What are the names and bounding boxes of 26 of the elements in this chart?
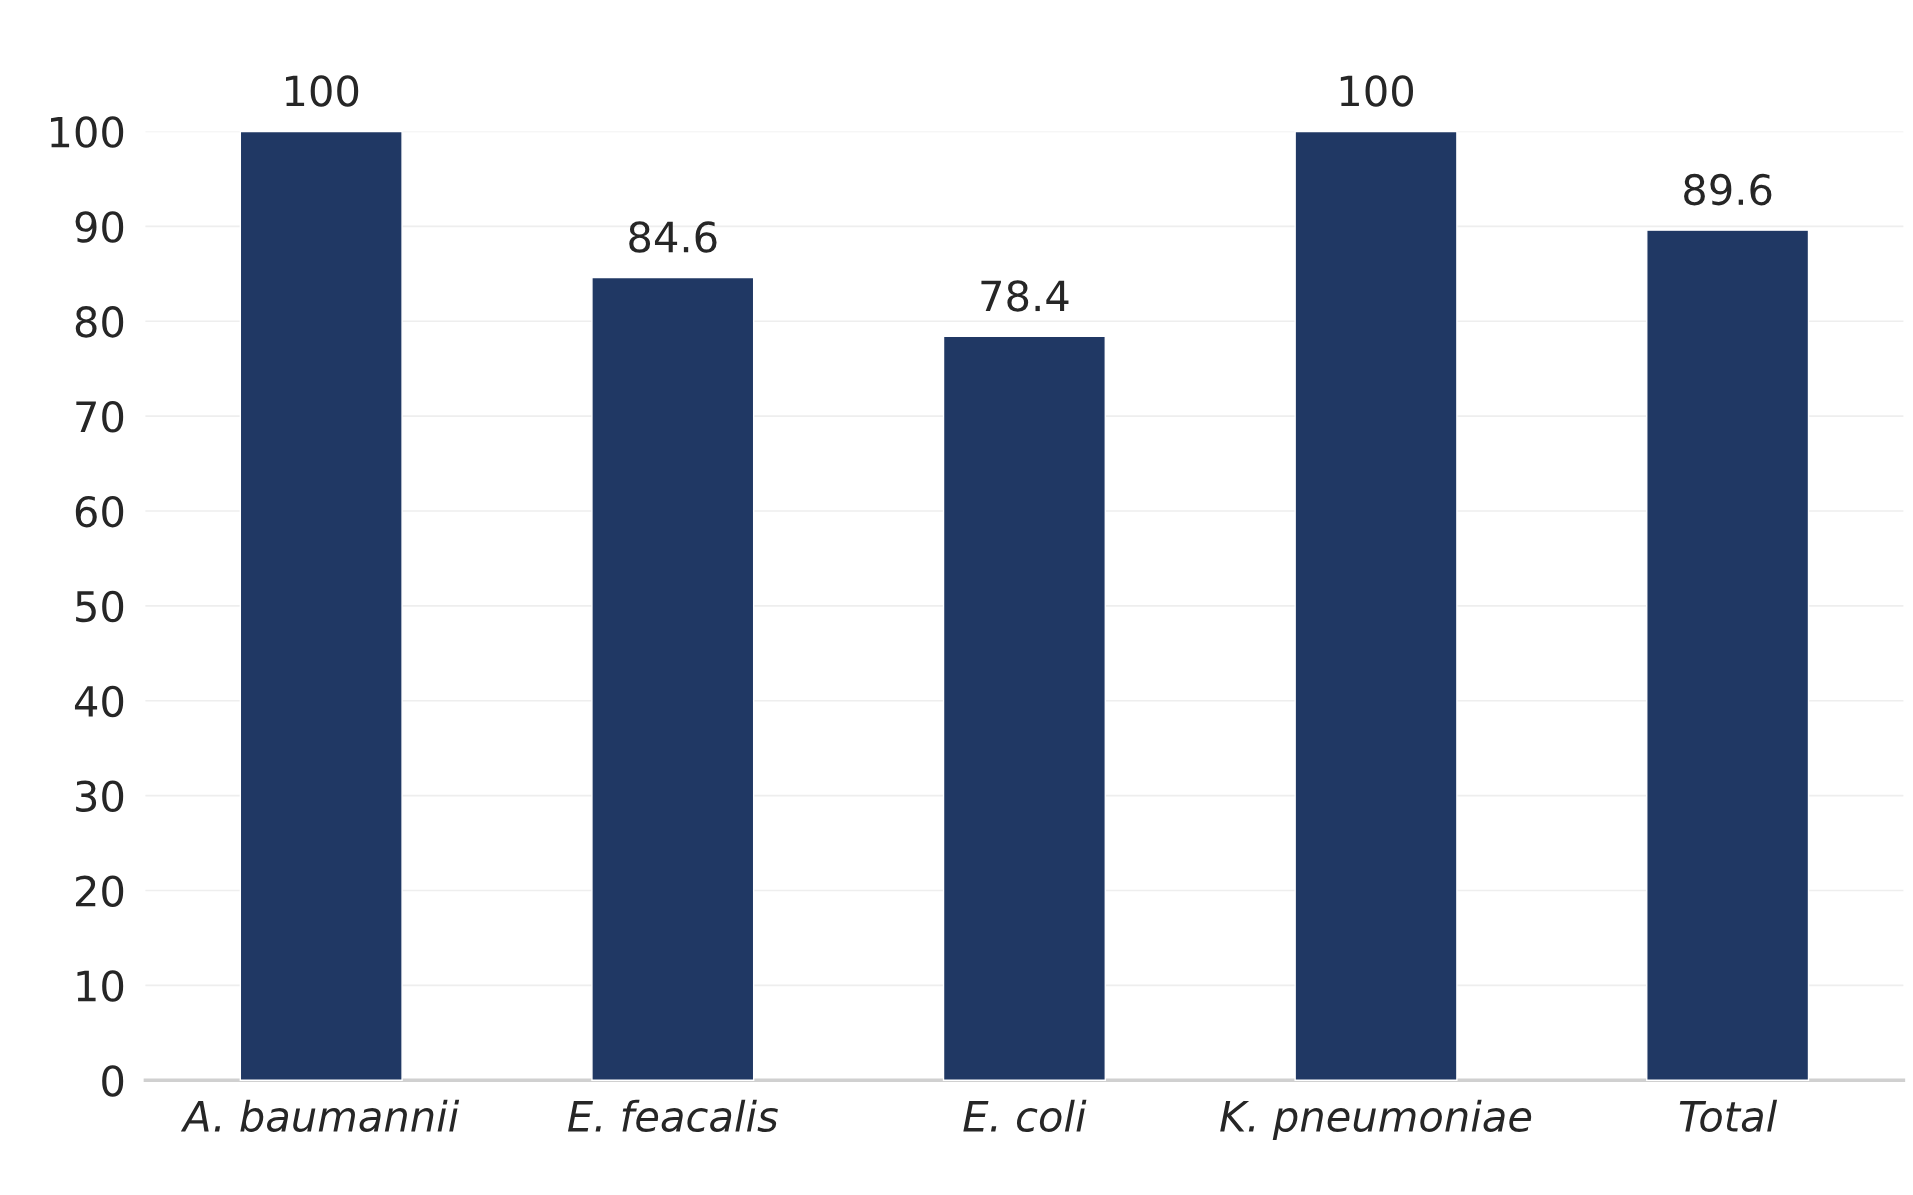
data-label: 89.6 [1684,173,1772,206]
y-tick-label: 50 [76,590,124,623]
bar [942,335,1106,1081]
y-tick-label: 10 [77,970,124,1002]
data-label: 100 [286,75,359,107]
y-tick-label: 30 [76,780,124,813]
y-tick-label: 20 [75,875,124,907]
data-label: 78.4 [981,280,1069,312]
x-tick-label: E. feacalis [567,1099,778,1132]
y-tick-label: 70 [76,401,124,433]
y-tick-label: 40 [74,685,124,718]
data-label: 84.6 [629,221,717,253]
y-tick-label: 80 [75,306,124,338]
bar [591,276,755,1081]
y-tick-label: 90 [75,211,124,243]
x-tick-label: K. pneumoniae [1220,1099,1532,1141]
x-tick-label: A. baumannii [180,1099,460,1132]
bar [239,130,403,1081]
data-label: 100 [1340,75,1414,107]
y-tick-label: 100 [50,116,124,148]
x-tick-label: Total [1679,1099,1778,1132]
bar [1294,130,1458,1081]
y-tick-label: 0 [102,1065,124,1097]
x-tick-label: E. coli [963,1099,1087,1132]
y-tick-label: 60 [75,495,124,528]
bar [1646,229,1810,1081]
